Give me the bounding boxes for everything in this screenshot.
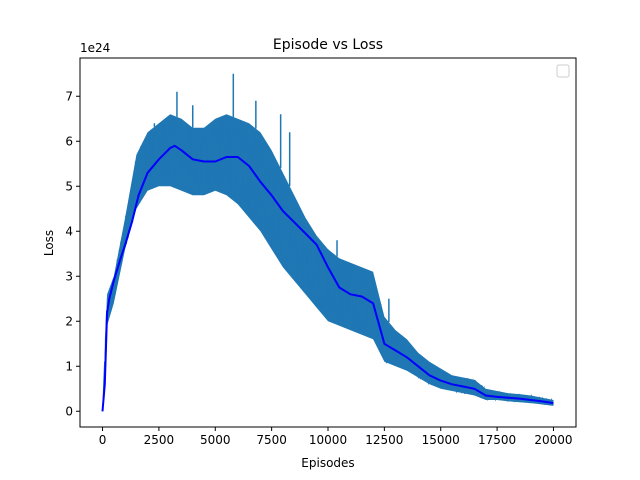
smoothed-loss-line (101, 144, 554, 412)
y-axis-offset-label: 1e24 (80, 41, 110, 55)
raw-loss-line (102, 116, 554, 412)
x-tick-label: 2500 (144, 433, 175, 447)
x-tick-label: 17500 (478, 433, 516, 447)
x-tick-label: 10000 (309, 433, 347, 447)
y-tick-label: 4 (65, 224, 73, 238)
y-tick-label: 5 (65, 179, 73, 193)
x-tick-label: 15000 (422, 433, 460, 447)
x-tick-label: 7500 (256, 433, 287, 447)
y-tick-label: 2 (65, 314, 73, 328)
y-axis-ticks: 0 1 2 3 4 5 6 7 (65, 89, 80, 418)
y-tick-label: 1 (65, 359, 73, 373)
y-tick-label: 7 (65, 89, 73, 103)
y-tick-label: 3 (65, 269, 73, 283)
x-tick-label: 12500 (365, 433, 403, 447)
plot-area (101, 73, 554, 412)
y-tick-label: 0 (65, 404, 73, 418)
x-axis-label: Episodes (301, 456, 354, 470)
chart-title: Episode vs Loss (273, 37, 383, 53)
x-tick-label: 20000 (534, 433, 572, 447)
x-axis-ticks: 0 2500 5000 7500 10000 12500 15000 17500 20000 (99, 427, 573, 447)
y-axis-label: Loss (42, 230, 56, 256)
x-tick-label: 0 (99, 433, 107, 447)
x-tick-label: 5000 (200, 433, 231, 447)
y-tick-label: 6 (65, 134, 73, 148)
legend-box (556, 64, 570, 78)
